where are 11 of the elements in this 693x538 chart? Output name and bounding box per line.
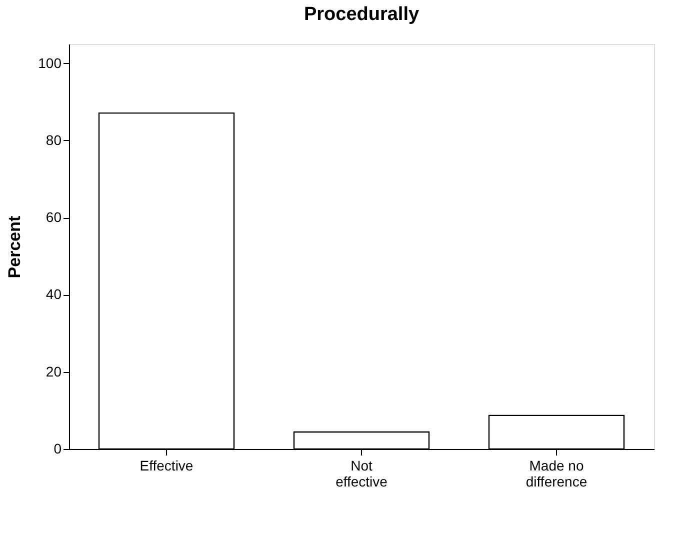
y-tick-label: 60	[46, 209, 62, 226]
y-axis-title: Percent	[5, 215, 24, 278]
x-tick-label: Not effective	[336, 458, 388, 490]
chart-title: Procedurally	[304, 4, 420, 25]
y-tick-label: 80	[46, 132, 62, 148]
y-tick-label: 0	[54, 440, 62, 456]
x-tick-label: Made no difference	[526, 458, 588, 490]
y-tick-label: 100	[38, 54, 62, 71]
y-tick-label: 40	[46, 286, 62, 302]
y-tick-label: 20	[46, 363, 62, 380]
x-tick-label: Effective	[140, 458, 194, 474]
